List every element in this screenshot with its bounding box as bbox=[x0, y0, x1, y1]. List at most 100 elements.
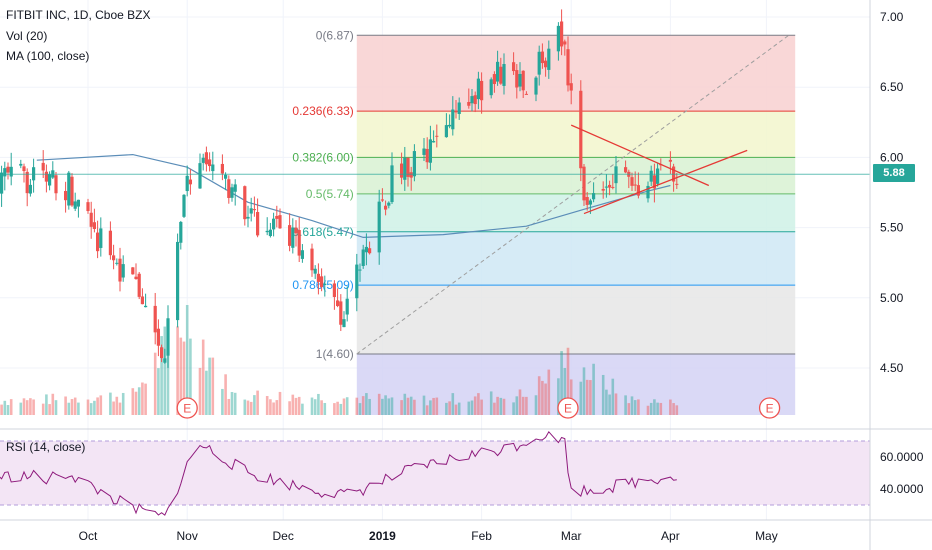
candle-body bbox=[624, 167, 628, 173]
volume-bar bbox=[601, 374, 605, 415]
ma-legend[interactable]: MA (100, close) bbox=[6, 49, 90, 63]
candle-body bbox=[601, 189, 605, 191]
volume-bar bbox=[653, 399, 656, 415]
fibonacci-retracement[interactable]: 0(6.87) 0.236(6.33) 0.382(6.00) 0.5(5.74) 0.… bbox=[292, 28, 796, 415]
candle-body bbox=[604, 186, 608, 188]
volume-bar bbox=[585, 379, 589, 415]
candle-body bbox=[480, 80, 484, 101]
candle-body bbox=[166, 318, 170, 356]
candle-body bbox=[454, 111, 458, 113]
fib-zone bbox=[356, 157, 796, 194]
volume-bar bbox=[624, 395, 627, 415]
candle-body bbox=[297, 230, 301, 256]
volume-bar bbox=[198, 367, 202, 415]
candle-body bbox=[188, 179, 192, 185]
candle-body bbox=[534, 77, 538, 95]
volume-bar bbox=[6, 405, 10, 415]
earnings-marker-label: E bbox=[564, 402, 572, 416]
candle-body bbox=[387, 202, 391, 206]
earnings-marker-circle bbox=[557, 397, 579, 419]
volume-bar bbox=[77, 402, 80, 415]
volume-bar bbox=[185, 305, 189, 415]
candle-body bbox=[291, 227, 295, 248]
candle-body bbox=[201, 157, 205, 163]
volume-bar bbox=[630, 396, 634, 415]
symbol-title[interactable]: FITBIT INC, 1D, Cboe BZX bbox=[6, 8, 151, 22]
candle-body bbox=[19, 163, 23, 166]
candle-body bbox=[502, 63, 506, 86]
candle-body bbox=[288, 225, 292, 246]
candle-body bbox=[361, 249, 365, 266]
volume-bar bbox=[301, 403, 304, 415]
volume-bar bbox=[406, 397, 410, 415]
candle-body bbox=[268, 229, 272, 237]
candle-body bbox=[646, 185, 650, 199]
triangle-upper-line bbox=[570, 124, 710, 187]
candle-body bbox=[137, 273, 141, 297]
volume-bar bbox=[557, 378, 560, 415]
candle-body bbox=[108, 230, 112, 256]
volume-bar bbox=[73, 397, 77, 415]
price-candles bbox=[0, 9, 679, 368]
candle-body bbox=[656, 168, 660, 184]
volume-bar bbox=[435, 397, 439, 415]
volume-bar bbox=[582, 367, 586, 415]
candle-body bbox=[179, 221, 183, 243]
candle-body bbox=[569, 83, 573, 91]
volume-legend[interactable]: Vol (20) bbox=[6, 29, 48, 43]
rsi-legend[interactable]: RSI (14, close) bbox=[6, 440, 86, 454]
volume-bar bbox=[425, 405, 429, 415]
volume-bar bbox=[342, 398, 346, 415]
candle-body bbox=[563, 41, 567, 45]
volume-bar bbox=[99, 395, 103, 415]
volume-bar bbox=[614, 393, 618, 415]
volume-bar bbox=[637, 399, 640, 415]
candle-body bbox=[131, 267, 135, 275]
volume-bar bbox=[669, 399, 672, 415]
volume-bar bbox=[179, 337, 183, 415]
earnings-marker-label: E bbox=[183, 402, 191, 416]
volume-bar bbox=[627, 403, 631, 415]
fib-trend-line bbox=[356, 34, 790, 355]
volume-bar bbox=[275, 400, 279, 415]
volume-bar bbox=[51, 393, 55, 415]
volume-bar bbox=[182, 341, 186, 415]
candle-body bbox=[76, 199, 80, 207]
candle-body bbox=[28, 184, 32, 194]
volume-bar bbox=[86, 399, 90, 415]
candle-body bbox=[540, 51, 544, 64]
volume-bar bbox=[153, 352, 157, 415]
candle-body bbox=[339, 301, 343, 325]
candle-body bbox=[428, 139, 432, 163]
volume-bar bbox=[48, 404, 51, 415]
candle-body bbox=[368, 248, 372, 254]
fib-level-label: 0.5(5.74) bbox=[306, 187, 354, 201]
volume-bar bbox=[493, 402, 496, 415]
volume-bar bbox=[569, 379, 573, 415]
candle-body bbox=[44, 171, 48, 182]
volume-bar bbox=[496, 396, 499, 415]
candle-body bbox=[182, 194, 186, 217]
candle-body bbox=[537, 51, 541, 75]
volume-bar bbox=[512, 402, 515, 415]
volume-bar bbox=[89, 403, 93, 415]
candle-body bbox=[185, 175, 189, 192]
volume-bar bbox=[333, 403, 336, 415]
candle-body bbox=[425, 148, 429, 163]
volume-bar bbox=[9, 399, 13, 415]
volume-bar bbox=[310, 397, 314, 415]
volume-bar bbox=[365, 393, 368, 415]
volume-bar bbox=[278, 391, 282, 415]
candle-body bbox=[451, 109, 455, 130]
time-axis-label: Oct bbox=[79, 529, 98, 543]
volume-bar bbox=[448, 401, 451, 415]
candle-body bbox=[342, 319, 346, 328]
fib-level-label: 0.236(6.33) bbox=[292, 104, 353, 118]
volume-bar bbox=[253, 395, 256, 415]
volume-bar bbox=[54, 400, 58, 415]
candle-body bbox=[112, 255, 116, 261]
volume-bar bbox=[537, 376, 541, 415]
trend-drawings[interactable] bbox=[0, 124, 870, 215]
